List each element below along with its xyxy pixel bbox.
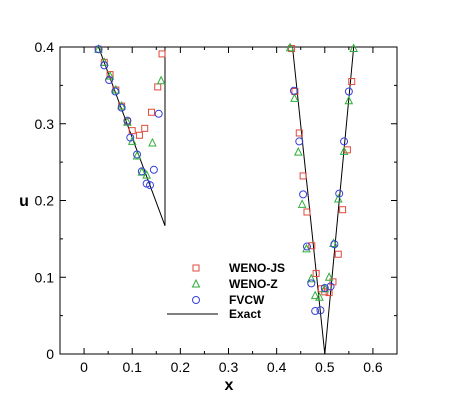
data-point [94,45,103,54]
legend-marker-swatch [192,296,200,304]
data-point [335,189,344,198]
data-point [297,199,307,208]
legend-label: FVCW [229,293,265,307]
y-tick-label: 0.1 [35,269,55,285]
y-tick-label: 0 [46,346,54,362]
data-point [132,150,142,160]
x-axis: 0 0.1 0.2 0.3 0.4 0.5 0.6 [80,47,398,375]
series-weno-js [95,45,356,297]
data-point [340,137,349,146]
data-point [302,242,311,251]
data-point [105,71,115,80]
legend-marker-swatch [191,278,201,288]
data-point [156,75,166,85]
legend-item: Exact [167,307,261,321]
y-tick-label: 0.2 [35,193,55,209]
data-point [306,273,316,283]
data-point [344,87,353,96]
data-point [105,76,114,85]
data-point [137,167,146,176]
data-point [312,269,320,277]
data-point [154,83,162,91]
data-point [315,292,324,301]
data-point [146,181,155,190]
exact-solution-line [98,46,166,226]
data-point [111,84,121,94]
legend-item: FVCW [192,293,265,307]
data-point [117,103,126,112]
data-point [158,50,166,58]
data-point [299,190,308,199]
x-tick-label: 0.1 [122,359,142,375]
data-point [154,109,163,118]
data-point [128,127,136,135]
data-point [117,100,126,110]
data-point [299,172,307,180]
data-point [303,208,311,216]
data-point [320,283,329,292]
data-point [126,133,135,142]
data-point [135,131,143,139]
y-tick-label: 0.4 [35,39,55,55]
legend-label: WENO-JS [229,261,285,275]
data-point [308,242,316,250]
data-point [285,42,295,52]
data-point [148,137,157,147]
data-point [330,240,339,249]
data-point [290,93,299,102]
data-point [295,137,304,146]
data-point [329,278,337,286]
data-point [339,146,349,155]
data-point [316,306,325,315]
data-point [111,87,120,96]
x-tick-label: 0.3 [219,359,239,375]
data-point [349,43,358,53]
data-point [344,95,354,105]
data-point [343,146,351,154]
data-point [123,117,132,126]
y-axis: 0 0.1 0.2 0.3 0.4 [35,39,397,362]
data-point [334,250,342,258]
data-point [147,108,155,116]
data-point [288,45,296,53]
legend-marker-swatch [192,264,200,272]
data-point [295,129,303,137]
data-point [307,279,316,288]
x-tick-label: 0 [80,359,88,375]
x-tick-label: 0.2 [171,359,191,375]
x-axis-title: x [225,377,234,394]
data-point [348,78,356,86]
data-point [289,86,298,95]
legend-item: WENO-JS [192,261,285,275]
data-point [123,116,132,125]
legend-label: Exact [229,307,261,321]
data-point [293,147,303,156]
data-point [333,193,343,203]
series-fvcw [94,45,353,316]
markers-layer [94,42,358,316]
x-tick-label: 0.6 [363,359,383,375]
data-point [324,272,334,281]
data-point [133,150,142,159]
data-point [311,307,320,316]
legend-item: WENO-Z [191,277,278,291]
x-tick-label: 0.5 [315,359,335,375]
x-tick-label: 0.4 [267,359,287,375]
y-axis-title: u [19,193,29,210]
data-point [310,290,320,300]
data-point [141,124,149,132]
data-point [326,282,335,291]
y-tick-label: 0.3 [35,116,55,132]
data-point [149,165,158,174]
data-point [142,170,151,179]
legend-label: WENO-Z [229,277,278,291]
data-point [339,206,347,214]
data-point [100,61,109,70]
data-point [302,243,311,253]
data-point [329,238,338,247]
series-weno-z [94,42,358,301]
